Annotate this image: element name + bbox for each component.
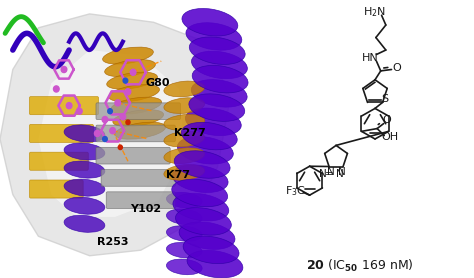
- FancyBboxPatch shape: [101, 170, 175, 186]
- Ellipse shape: [191, 51, 247, 79]
- Circle shape: [76, 108, 82, 114]
- Ellipse shape: [185, 108, 241, 136]
- FancyBboxPatch shape: [106, 192, 175, 208]
- Circle shape: [54, 86, 59, 92]
- Ellipse shape: [166, 226, 202, 241]
- Ellipse shape: [166, 242, 202, 258]
- Circle shape: [120, 114, 126, 120]
- Ellipse shape: [183, 236, 239, 264]
- Circle shape: [108, 109, 112, 114]
- Text: N: N: [327, 167, 334, 177]
- Text: $\bf{20}$ (IC$_{\bf{50}}$ 169 nM): $\bf{20}$ (IC$_{\bf{50}}$ 169 nM): [306, 257, 414, 274]
- Ellipse shape: [186, 23, 242, 50]
- Ellipse shape: [164, 131, 205, 147]
- Ellipse shape: [164, 115, 205, 130]
- Circle shape: [110, 128, 116, 134]
- FancyBboxPatch shape: [96, 103, 181, 120]
- Ellipse shape: [164, 165, 205, 180]
- FancyBboxPatch shape: [29, 96, 99, 115]
- Ellipse shape: [64, 125, 105, 142]
- Ellipse shape: [177, 136, 233, 164]
- Ellipse shape: [64, 197, 105, 214]
- Ellipse shape: [109, 85, 159, 102]
- Ellipse shape: [187, 250, 243, 278]
- Ellipse shape: [192, 65, 248, 93]
- Ellipse shape: [174, 151, 230, 178]
- Ellipse shape: [164, 81, 205, 97]
- Circle shape: [102, 116, 108, 123]
- FancyBboxPatch shape: [29, 180, 83, 198]
- Ellipse shape: [172, 165, 228, 192]
- Text: R253: R253: [97, 237, 129, 247]
- Ellipse shape: [64, 143, 105, 160]
- Ellipse shape: [189, 37, 245, 64]
- Circle shape: [66, 103, 72, 109]
- Ellipse shape: [182, 122, 237, 150]
- Text: G80: G80: [146, 78, 170, 88]
- FancyBboxPatch shape: [29, 152, 88, 170]
- Text: Y102: Y102: [130, 203, 162, 214]
- Ellipse shape: [102, 47, 154, 64]
- Text: K77: K77: [166, 170, 191, 180]
- Text: H$_2$N: H$_2$N: [363, 6, 386, 19]
- Text: N$\!\!=$N: N$\!\!=$N: [319, 167, 344, 179]
- FancyBboxPatch shape: [29, 125, 93, 142]
- Circle shape: [126, 120, 130, 125]
- Ellipse shape: [111, 97, 162, 114]
- Ellipse shape: [173, 193, 229, 221]
- Text: F$_3$C: F$_3$C: [285, 184, 306, 198]
- Circle shape: [118, 145, 122, 150]
- Circle shape: [103, 136, 107, 142]
- Text: O: O: [392, 63, 401, 73]
- Circle shape: [130, 69, 136, 75]
- Ellipse shape: [191, 80, 247, 107]
- Text: OH: OH: [382, 132, 399, 142]
- Ellipse shape: [164, 148, 205, 163]
- Ellipse shape: [105, 59, 155, 77]
- Ellipse shape: [164, 98, 205, 113]
- Circle shape: [61, 66, 67, 73]
- Circle shape: [125, 89, 131, 95]
- Text: HN: HN: [362, 53, 379, 63]
- Ellipse shape: [179, 222, 235, 249]
- Ellipse shape: [166, 192, 202, 208]
- PathPatch shape: [0, 14, 230, 256]
- Text: K277: K277: [174, 128, 206, 138]
- Text: N: N: [338, 167, 346, 177]
- Ellipse shape: [175, 208, 231, 235]
- Ellipse shape: [115, 122, 165, 139]
- Ellipse shape: [64, 161, 105, 178]
- Ellipse shape: [107, 72, 157, 89]
- Ellipse shape: [166, 259, 202, 275]
- Ellipse shape: [113, 110, 164, 127]
- Circle shape: [115, 100, 120, 106]
- Circle shape: [123, 78, 128, 83]
- Ellipse shape: [64, 215, 105, 232]
- Ellipse shape: [64, 179, 105, 196]
- FancyBboxPatch shape: [96, 125, 175, 142]
- Ellipse shape: [166, 209, 202, 225]
- Ellipse shape: [182, 9, 238, 36]
- Circle shape: [94, 130, 100, 136]
- Ellipse shape: [172, 179, 228, 207]
- Text: O: O: [383, 115, 392, 125]
- Ellipse shape: [189, 94, 245, 121]
- FancyBboxPatch shape: [96, 147, 170, 164]
- Text: S: S: [381, 94, 388, 104]
- PathPatch shape: [38, 50, 184, 217]
